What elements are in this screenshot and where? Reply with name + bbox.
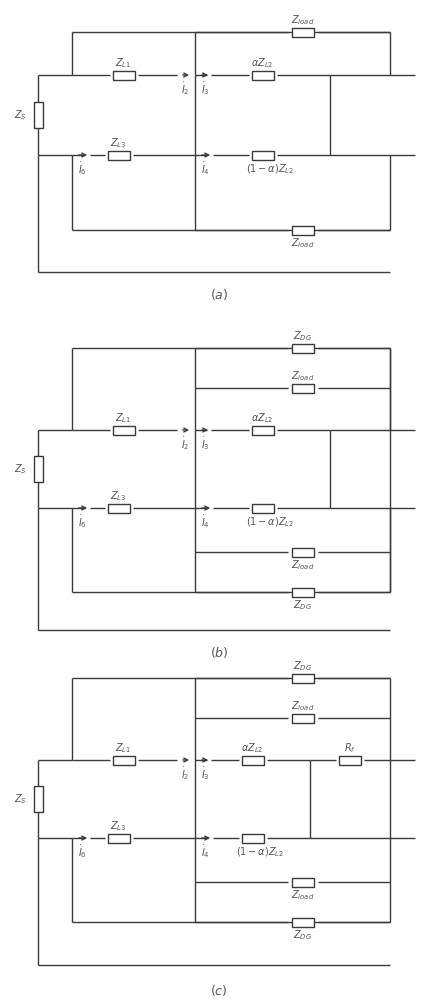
Text: $\dot{I}_2$: $\dot{I}_2$: [181, 81, 189, 97]
Bar: [251, 150, 273, 159]
Bar: [241, 834, 264, 842]
Text: $\dot{I}_3$: $\dot{I}_3$: [201, 766, 209, 782]
Bar: [292, 344, 314, 353]
Text: $Z_{L3}$: $Z_{L3}$: [110, 136, 127, 150]
Text: $Z_{DG}$: $Z_{DG}$: [293, 659, 312, 673]
Bar: [113, 426, 134, 434]
Text: $Z_{L1}$: $Z_{L1}$: [115, 411, 132, 425]
Text: $\dot{I}_2$: $\dot{I}_2$: [181, 766, 189, 782]
Text: $\dot{I}_4$: $\dot{I}_4$: [201, 514, 209, 530]
Bar: [292, 27, 314, 36]
Bar: [107, 834, 130, 842]
Text: $\dot{I}_6$: $\dot{I}_6$: [78, 844, 86, 860]
Bar: [113, 70, 134, 80]
Text: $Z_{L3}$: $Z_{L3}$: [110, 489, 127, 503]
Bar: [292, 918, 314, 926]
Text: $Z_{L3}$: $Z_{L3}$: [110, 819, 127, 833]
Text: $Z_{load}$: $Z_{load}$: [291, 699, 314, 713]
Text: $\alpha Z_{L2}$: $\alpha Z_{L2}$: [241, 741, 264, 755]
Bar: [107, 150, 130, 159]
Bar: [241, 756, 264, 764]
Text: $Z_{DG}$: $Z_{DG}$: [293, 329, 312, 343]
Text: $Z_{L1}$: $Z_{L1}$: [115, 741, 132, 755]
Bar: [107, 504, 130, 512]
Text: $(1-\alpha)Z_{L2}$: $(1-\alpha)Z_{L2}$: [237, 845, 285, 859]
Bar: [33, 102, 42, 128]
Text: $(1-\alpha)Z_{L2}$: $(1-\alpha)Z_{L2}$: [247, 515, 295, 529]
Text: $Z_{load}$: $Z_{load}$: [291, 13, 314, 27]
Bar: [251, 504, 273, 512]
Text: $\dot{I}_6$: $\dot{I}_6$: [78, 161, 86, 177]
Bar: [251, 426, 273, 434]
Text: $Z_{load}$: $Z_{load}$: [291, 888, 314, 902]
Text: $\alpha Z_{L2}$: $\alpha Z_{L2}$: [251, 56, 274, 70]
Bar: [33, 786, 42, 812]
Text: $\dot{I}_6$: $\dot{I}_6$: [78, 514, 86, 530]
Text: $\dot{I}_3$: $\dot{I}_3$: [201, 436, 209, 452]
Bar: [292, 226, 314, 234]
Text: $Z_S$: $Z_S$: [14, 792, 26, 806]
Bar: [292, 587, 314, 596]
Bar: [113, 756, 134, 764]
Text: $(c)$: $(c)$: [210, 982, 228, 998]
Text: $Z_{DG}$: $Z_{DG}$: [293, 928, 312, 942]
Text: $(b)$: $(b)$: [210, 645, 228, 660]
Text: $R_f$: $R_f$: [344, 741, 356, 755]
Bar: [292, 674, 314, 682]
Bar: [339, 756, 361, 764]
Text: $Z_S$: $Z_S$: [14, 462, 26, 476]
Text: $Z_{load}$: $Z_{load}$: [291, 558, 314, 572]
Text: $\dot{I}_4$: $\dot{I}_4$: [201, 844, 209, 860]
Text: $\dot{I}_4$: $\dot{I}_4$: [201, 161, 209, 177]
Bar: [292, 383, 314, 392]
Text: $\alpha Z_{L2}$: $\alpha Z_{L2}$: [251, 411, 274, 425]
Bar: [292, 548, 314, 556]
Bar: [292, 878, 314, 886]
Text: $Z_{DG}$: $Z_{DG}$: [293, 598, 312, 612]
Bar: [33, 456, 42, 482]
Text: $(a)$: $(a)$: [210, 288, 228, 302]
Text: $Z_{L1}$: $Z_{L1}$: [115, 56, 132, 70]
Text: $(1-\alpha)Z_{L2}$: $(1-\alpha)Z_{L2}$: [247, 162, 295, 176]
Text: $Z_{load}$: $Z_{load}$: [291, 236, 314, 250]
Bar: [292, 714, 314, 722]
Text: $\dot{I}_3$: $\dot{I}_3$: [201, 81, 209, 97]
Bar: [251, 70, 273, 80]
Text: $Z_{load}$: $Z_{load}$: [291, 369, 314, 383]
Text: $Z_S$: $Z_S$: [14, 108, 26, 122]
Text: $\dot{I}_2$: $\dot{I}_2$: [181, 436, 189, 452]
